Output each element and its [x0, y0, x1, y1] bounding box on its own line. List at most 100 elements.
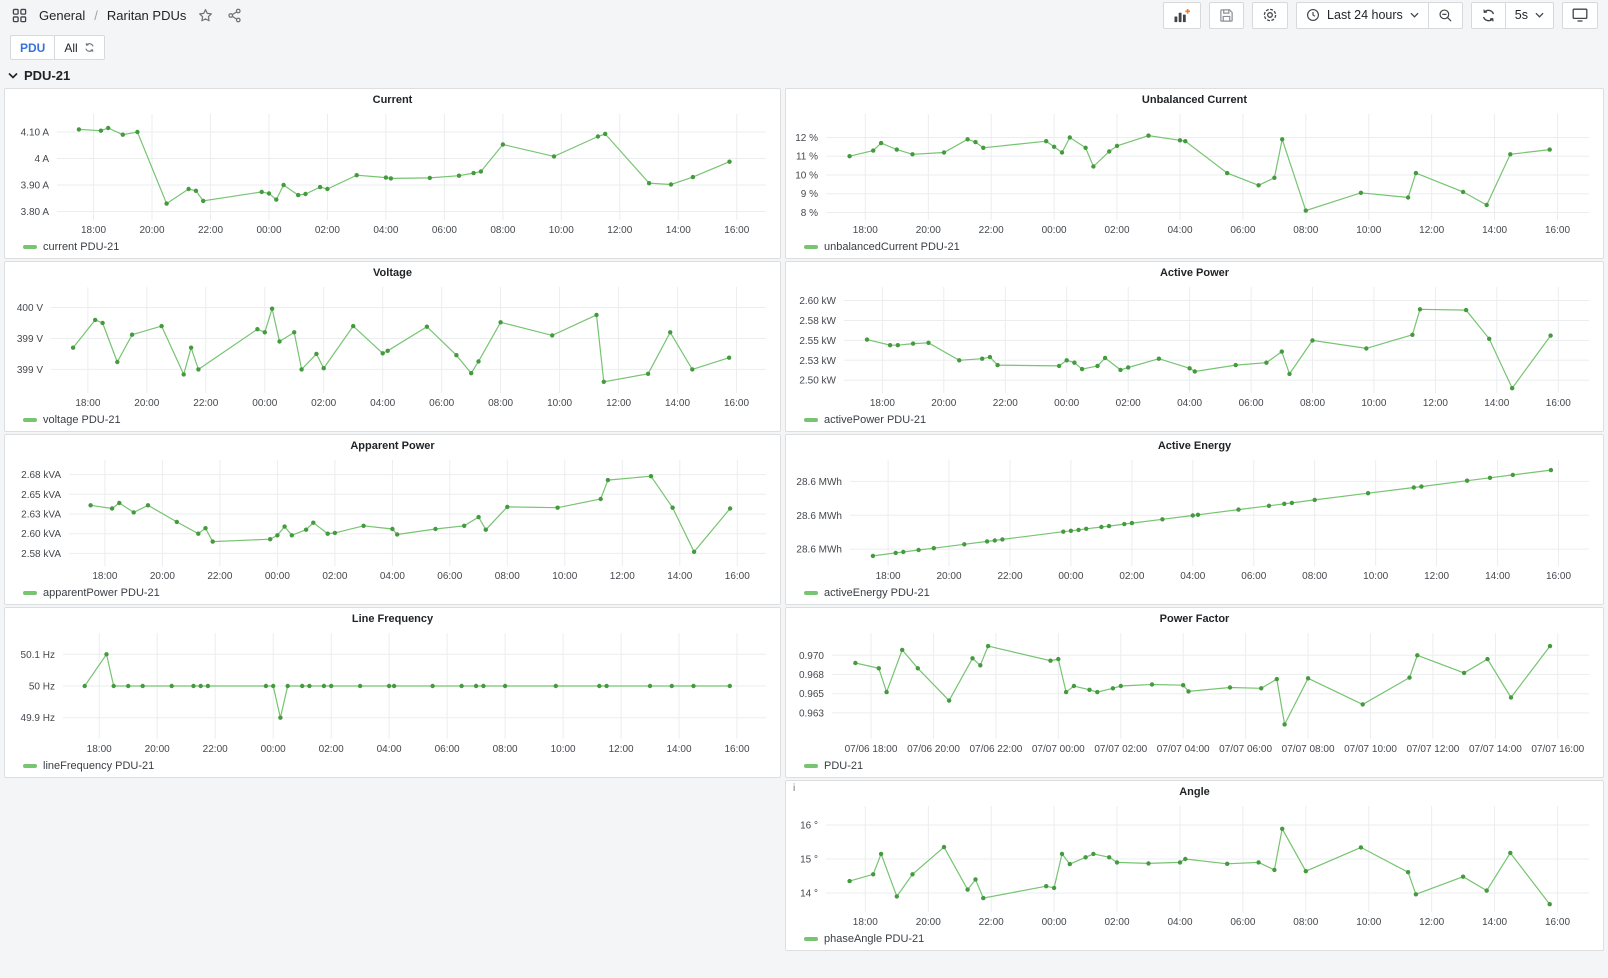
- svg-text:0.968: 0.968: [799, 670, 824, 681]
- panel-title[interactable]: Angle: [1179, 786, 1210, 798]
- svg-text:400 V: 400 V: [17, 303, 43, 314]
- legend-label[interactable]: activeEnergy PDU-21: [824, 586, 930, 599]
- svg-text:07/06 18:00: 07/06 18:00: [845, 744, 898, 755]
- panel-title[interactable]: Active Energy: [1157, 440, 1232, 452]
- svg-text:04:00: 04:00: [1177, 398, 1202, 409]
- chart-plot-area[interactable]: 18:00 20:00 22:00 00:00 02:00 04:00 06:00 08:00…: [786, 108, 1603, 238]
- caret-down-icon: [1410, 12, 1419, 18]
- svg-text:07/07 14:00: 07/07 14:00: [1469, 744, 1522, 755]
- panel-title[interactable]: Apparent Power: [350, 440, 435, 452]
- svg-text:18:00: 18:00: [75, 398, 100, 409]
- legend: unbalancedCurrent PDU-21: [786, 238, 1603, 258]
- svg-text:22:00: 22:00: [997, 571, 1022, 582]
- top-nav: General / Raritan PDUs: [0, 0, 1608, 30]
- chart-svg: 18:00 20:00 22:00 00:00 02:00 04:00 06:00 08:00…: [21, 633, 766, 755]
- breadcrumb-folder[interactable]: General: [39, 7, 86, 23]
- svg-text:10:00: 10:00: [1361, 398, 1386, 409]
- svg-text:08:00: 08:00: [1302, 571, 1327, 582]
- svg-text:2.55 kW: 2.55 kW: [799, 336, 836, 347]
- panel-apparent-power: Apparent Power 18:00 20:00 22:00 00:00 02:00…: [4, 434, 781, 605]
- legend-swatch: [804, 244, 818, 249]
- svg-text:3.90 A: 3.90 A: [21, 181, 50, 192]
- panel-title[interactable]: Power Factor: [1159, 613, 1230, 625]
- svg-text:12:00: 12:00: [610, 571, 635, 582]
- svg-text:04:00: 04:00: [380, 571, 405, 582]
- refresh-button[interactable]: [1470, 1, 1506, 29]
- svg-text:14 °: 14 °: [800, 889, 818, 900]
- save-dashboard-button[interactable]: [1209, 1, 1245, 29]
- refresh-controls: 5s: [1470, 1, 1554, 29]
- apps-icon[interactable]: [10, 6, 29, 25]
- chart-svg: 18:00 20:00 22:00 00:00 02:00 04:00 06:00 08:00…: [800, 806, 1589, 928]
- gear-icon: [1262, 7, 1278, 23]
- svg-text:50 Hz: 50 Hz: [29, 682, 55, 693]
- chart-plot-area[interactable]: 18:00 20:00 22:00 00:00 02:00 04:00 06:00 08:00…: [5, 281, 780, 411]
- svg-text:20:00: 20:00: [916, 917, 941, 928]
- svg-text:08:00: 08:00: [488, 398, 513, 409]
- chart-plot-area[interactable]: 07/06 18:00 07/06 20:00 07/06 22:00 07/07 0…: [786, 627, 1603, 757]
- svg-text:00:00: 00:00: [256, 225, 281, 236]
- panel-info-icon[interactable]: i: [793, 783, 796, 794]
- chart-svg: 18:00 20:00 22:00 00:00 02:00 04:00 06:00 08:00…: [799, 287, 1589, 409]
- tv-icon: [1572, 8, 1588, 22]
- svg-text:14:00: 14:00: [667, 571, 692, 582]
- legend-label[interactable]: lineFrequency PDU-21: [43, 759, 155, 772]
- refresh-interval-picker[interactable]: 5s: [1505, 1, 1554, 29]
- svg-text:06:00: 06:00: [435, 744, 460, 755]
- svg-text:49.9 Hz: 49.9 Hz: [21, 713, 55, 724]
- refresh-interval-label: 5s: [1514, 8, 1528, 22]
- svg-text:02:00: 02:00: [315, 225, 340, 236]
- legend: activePower PDU-21: [786, 411, 1603, 431]
- chart-plot-area[interactable]: 18:00 20:00 22:00 00:00 02:00 04:00 06:00 08:00…: [5, 108, 780, 238]
- chart-plot-area[interactable]: 18:00 20:00 22:00 00:00 02:00 04:00 06:00 08:00…: [786, 281, 1603, 411]
- svg-text:04:00: 04:00: [377, 744, 402, 755]
- variable-value-label: All: [64, 40, 78, 55]
- variable-value-dropdown[interactable]: All: [54, 35, 105, 60]
- chart-plot-area[interactable]: 18:00 20:00 22:00 00:00 02:00 04:00 06:00 08:00…: [786, 454, 1603, 584]
- chart-plot-area[interactable]: 18:00 20:00 22:00 00:00 02:00 04:00 06:00 08:00…: [5, 454, 780, 584]
- legend-label[interactable]: phaseAngle PDU-21: [824, 932, 925, 945]
- svg-text:16:00: 16:00: [725, 571, 750, 582]
- svg-text:3.80 A: 3.80 A: [21, 207, 50, 218]
- share-icon[interactable]: [225, 6, 244, 25]
- svg-text:14:00: 14:00: [666, 744, 691, 755]
- legend-label[interactable]: activePower PDU-21: [824, 413, 927, 426]
- chart-plot-area[interactable]: 18:00 20:00 22:00 00:00 02:00 04:00 06:00 08:00…: [786, 800, 1603, 930]
- svg-text:04:00: 04:00: [1180, 571, 1205, 582]
- panel-title[interactable]: Unbalanced Current: [1141, 94, 1248, 106]
- dashboard-settings-button[interactable]: [1252, 1, 1289, 29]
- legend-label[interactable]: voltage PDU-21: [43, 413, 121, 426]
- legend-label[interactable]: current PDU-21: [43, 240, 120, 253]
- row-header-pdu-21[interactable]: PDU-21: [0, 60, 120, 88]
- svg-text:02:00: 02:00: [1119, 571, 1144, 582]
- svg-text:20:00: 20:00: [139, 225, 164, 236]
- svg-text:14:00: 14:00: [1482, 917, 1507, 928]
- legend-label[interactable]: PDU-21: [824, 759, 864, 772]
- panel-power-factor: Power Factor 07/06 18:00 07/06 20:00 07/06…: [785, 607, 1604, 778]
- svg-text:16 °: 16 °: [800, 821, 818, 832]
- legend-label[interactable]: unbalancedCurrent PDU-21: [824, 240, 960, 253]
- chart-svg: 18:00 20:00 22:00 00:00 02:00 04:00 06:00 08:00…: [17, 287, 766, 409]
- svg-text:0.965: 0.965: [799, 689, 824, 700]
- zoom-out-button[interactable]: [1428, 1, 1463, 29]
- kiosk-mode-button[interactable]: [1562, 1, 1598, 29]
- panel-title[interactable]: Active Power: [1159, 267, 1230, 279]
- breadcrumb-dashboard[interactable]: Raritan PDUs: [106, 7, 187, 23]
- breadcrumb: General / Raritan PDUs: [39, 8, 186, 23]
- svg-text:04:00: 04:00: [373, 225, 398, 236]
- panel-title[interactable]: Current: [372, 94, 413, 106]
- legend-label[interactable]: apparentPower PDU-21: [43, 586, 160, 599]
- legend: current PDU-21: [5, 238, 780, 258]
- chart-plot-area[interactable]: 18:00 20:00 22:00 00:00 02:00 04:00 06:00 08:00…: [5, 627, 780, 757]
- add-panel-button[interactable]: [1163, 1, 1202, 29]
- svg-text:22:00: 22:00: [203, 744, 228, 755]
- panel-title[interactable]: Voltage: [373, 267, 412, 279]
- panel-title[interactable]: Line Frequency: [351, 613, 434, 625]
- chart-svg: 18:00 20:00 22:00 00:00 02:00 04:00 06:00 08:00…: [21, 460, 766, 582]
- svg-text:11 %: 11 %: [796, 152, 818, 163]
- svg-text:20:00: 20:00: [931, 398, 956, 409]
- time-controls: Last 24 hours: [1296, 1, 1463, 29]
- star-icon[interactable]: [196, 6, 215, 25]
- svg-text:06:00: 06:00: [437, 571, 462, 582]
- time-range-picker[interactable]: Last 24 hours: [1296, 1, 1429, 29]
